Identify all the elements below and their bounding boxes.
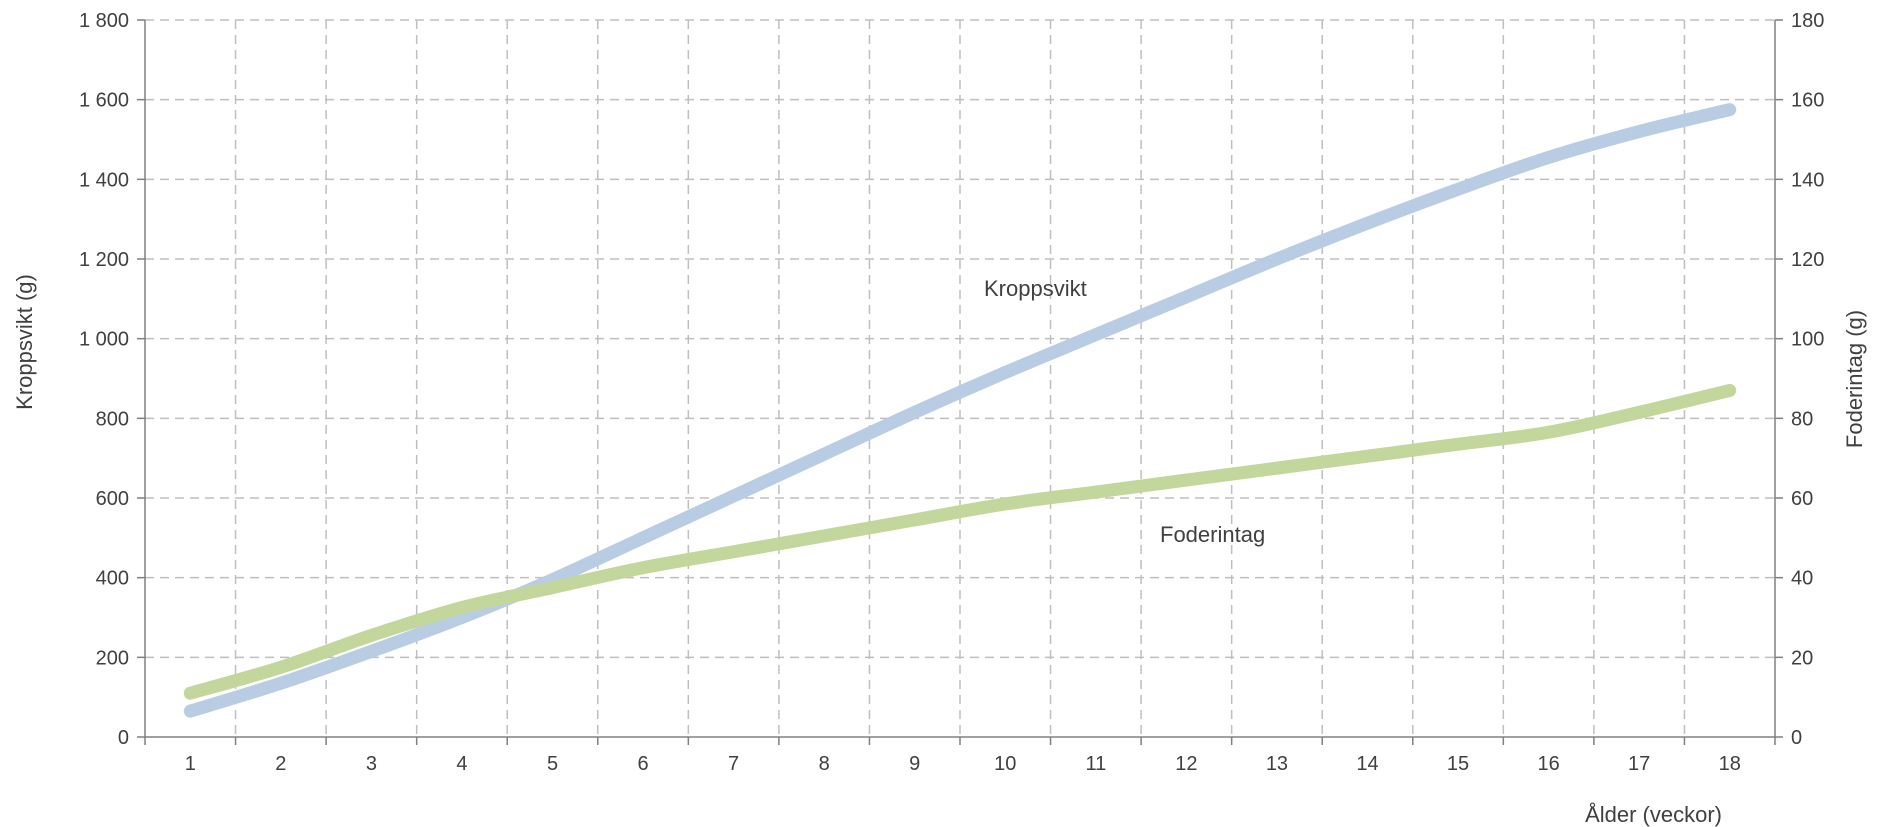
data-point-foderintag: [824, 535, 825, 536]
gridlines: [145, 19, 1775, 737]
data-point-foderintag: [1276, 468, 1277, 469]
data-point-kroppsvikt: [733, 496, 734, 497]
y-right-tick-label: 80: [1791, 408, 1813, 430]
data-point-kroppsvikt: [1458, 189, 1459, 190]
data-point-foderintag: [914, 519, 915, 520]
data-point-kroppsvikt: [1095, 334, 1096, 335]
data-point-kroppsvikt: [1548, 157, 1549, 158]
data-point-kroppsvikt: [643, 537, 644, 538]
data-point-kroppsvikt: [1186, 296, 1187, 297]
data-point-foderintag: [461, 607, 462, 608]
x-tick-label: 5: [547, 753, 558, 775]
x-tick-label: 15: [1447, 753, 1469, 775]
data-point-foderintag: [280, 667, 281, 668]
data-point-kroppsvikt: [371, 651, 372, 652]
data-point-foderintag: [1005, 503, 1006, 504]
data-point-foderintag: [733, 551, 734, 552]
data-point-kroppsvikt: [461, 617, 462, 618]
x-tick-label: 1: [185, 753, 196, 775]
data-point-kroppsvikt: [552, 579, 553, 580]
y-right-tick-label: 0: [1791, 727, 1802, 749]
x-tick-label: 18: [1719, 753, 1741, 775]
y-left-tick-label: 200: [96, 647, 129, 669]
series-line-foderintag: [183, 383, 1737, 700]
data-point-foderintag: [1186, 480, 1187, 481]
data-point-foderintag: [1367, 456, 1368, 457]
x-tick-label: 3: [366, 753, 377, 775]
data-point-kroppsvikt: [1367, 223, 1368, 224]
data-point-kroppsvikt: [914, 412, 915, 413]
x-tick-label: 8: [819, 753, 830, 775]
y-left-tick-label: 1 200: [79, 249, 129, 271]
x-tick-label: 16: [1537, 753, 1559, 775]
y-left-tick-label: 1 000: [79, 329, 129, 351]
data-point-kroppsvikt: [190, 711, 191, 712]
y-left-tick-label: 800: [96, 408, 129, 430]
series-line-kroppsvikt: [183, 103, 1737, 718]
y-right-tick-label: 100: [1791, 329, 1824, 351]
series-lines: [183, 103, 1737, 718]
data-point-foderintag: [1639, 412, 1640, 413]
series-label-foderintag: Foderintag: [1160, 522, 1265, 547]
x-tick-label: 7: [728, 753, 739, 775]
data-point-kroppsvikt: [824, 454, 825, 455]
x-tick-label: 6: [637, 753, 648, 775]
x-tick-label: 2: [275, 753, 286, 775]
y-left-tick-label: 1 600: [79, 90, 129, 112]
y-axis-right-title: Foderintag (g): [1842, 310, 1867, 448]
y-right-tick-label: 160: [1791, 90, 1824, 112]
x-tick-label: 12: [1175, 753, 1197, 775]
data-point-foderintag: [371, 635, 372, 636]
x-tick-label: 13: [1266, 753, 1288, 775]
data-point-kroppsvikt: [1639, 131, 1640, 132]
x-axis-title: Ålder (veckor): [1585, 802, 1722, 827]
data-point-kroppsvikt: [1005, 372, 1006, 373]
x-tick-label: 17: [1628, 753, 1650, 775]
data-point-foderintag: [552, 587, 553, 588]
x-tick-label: 10: [994, 753, 1016, 775]
y-right-tick-label: 140: [1791, 169, 1824, 191]
y-right-tick-label: 60: [1791, 488, 1813, 510]
y-left-tick-label: 1 800: [79, 10, 129, 32]
y-left-tick-label: 0: [118, 727, 129, 749]
y-right-tick-label: 180: [1791, 10, 1824, 32]
data-point-kroppsvikt: [280, 683, 281, 684]
data-point-kroppsvikt: [1276, 259, 1277, 260]
data-point-foderintag: [1548, 432, 1549, 433]
y-right-tick-label: 40: [1791, 568, 1813, 590]
data-point-foderintag: [643, 567, 644, 568]
data-point-foderintag: [1458, 444, 1459, 445]
y-right-tick-label: 120: [1791, 249, 1824, 271]
y-left-tick-label: 600: [96, 488, 129, 510]
x-tick-label: 14: [1356, 753, 1378, 775]
y-right-tick-label: 20: [1791, 647, 1813, 669]
data-point-kroppsvikt: [1729, 109, 1730, 110]
y-axis-left-title: Kroppsvikt (g): [12, 274, 37, 410]
data-point-foderintag: [1095, 492, 1096, 493]
axes: [137, 19, 1783, 745]
y-left-tick-label: 1 400: [79, 169, 129, 191]
tick-labels: 0 0 200 20 400 40 600 60 800 80 1 000 100 1 200 120 1 …: [79, 10, 1824, 775]
x-tick-label: 11: [1085, 753, 1106, 775]
x-tick-label: 4: [456, 753, 467, 775]
data-point-foderintag: [190, 693, 191, 694]
x-tick-label: 9: [909, 753, 920, 775]
y-left-tick-label: 400: [96, 568, 129, 590]
data-point-foderintag: [1729, 390, 1730, 391]
series-label-kroppsvikt: Kroppsvikt: [984, 276, 1087, 301]
